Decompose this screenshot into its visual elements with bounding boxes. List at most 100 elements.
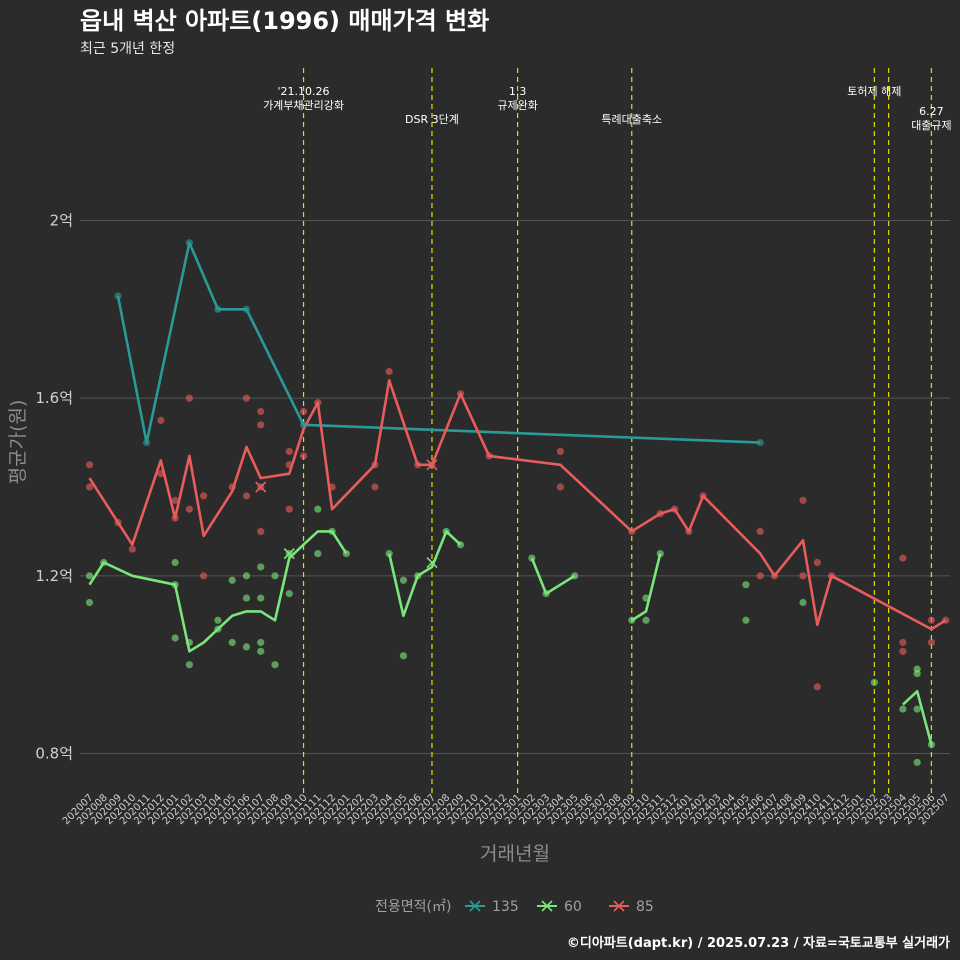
data-point-60: [257, 638, 265, 647]
data-point-85: [670, 505, 679, 513]
data-point-60: [571, 572, 579, 580]
event-label: '21.10.26: [278, 85, 330, 98]
data-point-85: [314, 399, 322, 407]
data-point-60: [913, 669, 921, 678]
data-point-60: [242, 594, 251, 602]
data-point-85: [285, 447, 293, 456]
data-point-60: [799, 598, 807, 607]
chart-caption: ©디아파트(dapt.kr) / 2025.07.23 / 자료=국토교통부 실…: [567, 935, 950, 951]
data-point-60: [742, 581, 750, 589]
event-label: 6.27: [919, 105, 944, 118]
data-point-85: [285, 505, 293, 513]
data-point-85: [927, 638, 936, 647]
data-point-60: [242, 643, 251, 651]
event-label: 규제완화: [497, 99, 537, 112]
data-point-85: [770, 572, 779, 580]
data-point-85: [185, 505, 193, 513]
data-point-60: [185, 661, 193, 669]
data-point-135: [185, 239, 193, 247]
data-point-60: [385, 550, 393, 558]
data-point-60: [399, 576, 408, 584]
chart-title: 읍내 벽산 아파트(1996) 매매가격 변화: [80, 7, 489, 35]
data-point-85: [157, 470, 165, 478]
data-point-85: [185, 394, 193, 402]
event-label: DSR 3단계: [405, 113, 459, 126]
data-point-60: [642, 616, 650, 624]
chart-subtitle: 최근 5개년 한정: [80, 41, 175, 57]
event-label: 1.3: [509, 85, 527, 98]
data-point-60: [656, 550, 664, 558]
data-point-85: [385, 367, 393, 376]
data-point-60: [528, 554, 536, 562]
data-point-60: [414, 572, 422, 580]
data-point-85: [899, 638, 907, 647]
event-label: 특례대출축소: [601, 113, 662, 126]
data-point-85: [257, 421, 265, 429]
legend-item-135: 135: [465, 899, 519, 915]
data-point-60: [314, 550, 322, 558]
legend-item-85: 85: [609, 899, 654, 915]
data-point-135: [299, 421, 308, 429]
data-point-60: [399, 652, 408, 660]
cross-marker-60: [426, 556, 438, 569]
data-point-135: [142, 438, 151, 447]
data-point-60: [642, 594, 650, 602]
data-point-60: [285, 590, 293, 598]
data-point-85: [656, 510, 664, 518]
data-point-60: [185, 638, 193, 647]
data-point-60: [257, 563, 265, 571]
data-point-135: [756, 438, 764, 447]
data-point-85: [200, 492, 208, 500]
data-point-85: [556, 447, 565, 456]
data-point-60: [257, 647, 265, 655]
series-line-60: [902, 690, 933, 745]
data-point-135: [114, 292, 122, 300]
data-point-60: [257, 594, 265, 602]
data-point-85: [242, 492, 251, 500]
data-point-85: [685, 527, 693, 536]
data-point-60: [242, 572, 251, 580]
y-tick-label: 0.8억: [35, 745, 73, 763]
data-point-60: [171, 558, 179, 567]
data-point-60: [85, 572, 94, 580]
x-axis-label: 거래년월: [480, 843, 550, 865]
data-point-85: [927, 616, 936, 624]
data-point-60: [271, 661, 279, 669]
data-point-85: [899, 647, 907, 655]
legend-item-60: 60: [537, 899, 582, 915]
legend-label: 85: [636, 899, 654, 915]
legend-label: 135: [492, 899, 519, 915]
cross-marker-85: [426, 459, 438, 471]
legend-cross-icon: [469, 900, 481, 912]
data-point-85: [242, 394, 251, 402]
data-point-60: [913, 705, 921, 713]
data-point-85: [485, 452, 493, 460]
legend: 전용면적(㎡) 135 60 85: [375, 899, 654, 915]
legend-label: 60: [564, 899, 582, 915]
data-point-85: [699, 492, 707, 500]
data-point-60: [228, 638, 236, 647]
data-point-85: [114, 518, 122, 527]
data-point-60: [542, 590, 550, 598]
data-point-85: [756, 572, 764, 580]
data-point-85: [257, 527, 265, 536]
data-point-85: [171, 514, 179, 522]
data-point-60: [314, 505, 322, 513]
data-point-85: [257, 407, 265, 416]
data-point-60: [927, 741, 936, 749]
data-point-85: [128, 545, 136, 553]
data-point-85: [899, 554, 907, 562]
data-point-60: [171, 581, 179, 589]
data-point-85: [799, 572, 807, 580]
data-point-85: [171, 496, 179, 504]
data-point-85: [157, 416, 165, 424]
y-axis-ticks: 0.8억 1.2억 1.6억 2억: [35, 212, 73, 763]
data-point-60: [742, 616, 750, 624]
event-label: 토허제 해제: [847, 84, 901, 98]
data-point-60: [328, 527, 336, 536]
data-point-60: [171, 634, 179, 642]
event-label: 가계부채관리강화: [263, 99, 344, 112]
series-line-60: [631, 553, 662, 622]
